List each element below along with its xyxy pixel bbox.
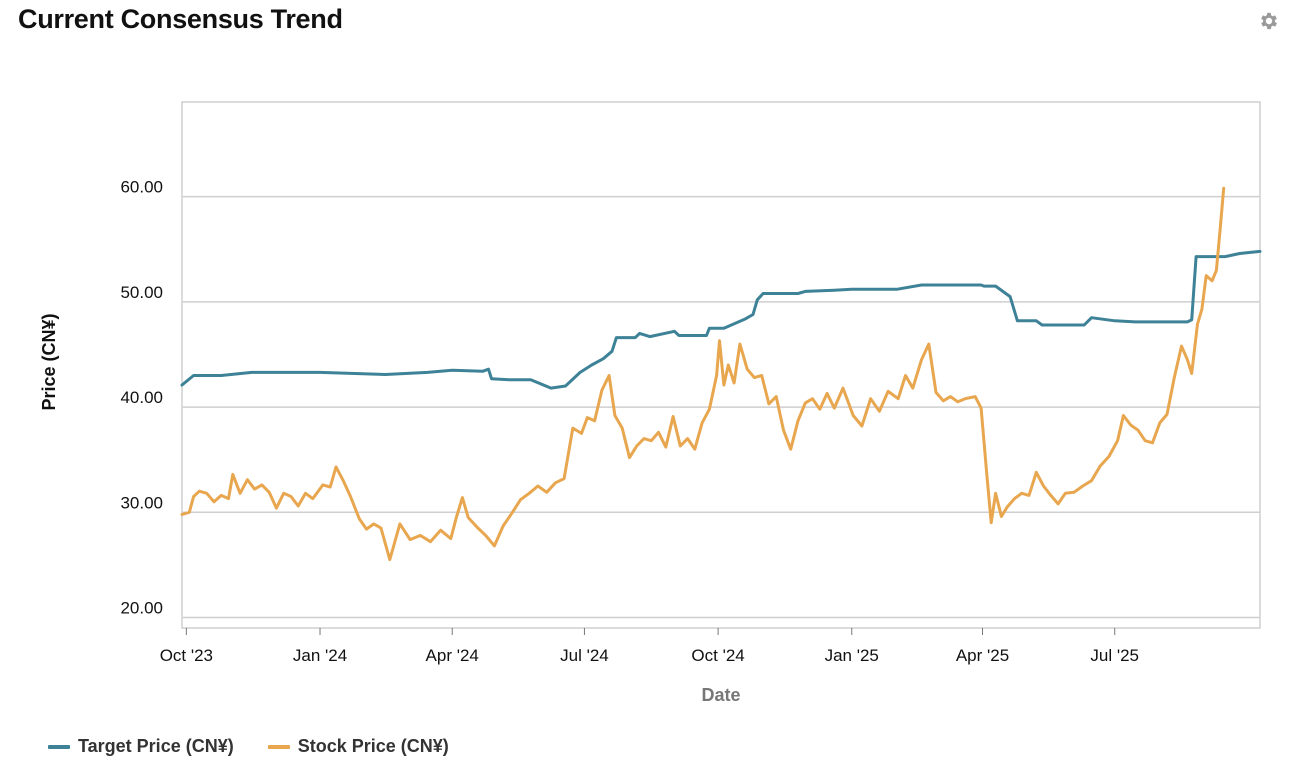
y-axis-title: Price (CN¥)	[39, 313, 59, 410]
x-tick-label: Oct '23	[160, 646, 213, 665]
x-tick-label: Oct '24	[691, 646, 744, 665]
x-axis-ticks: Oct '23 Jan '24 Apr '24 Jul '24 Oct '24 Jan '…	[160, 628, 1139, 665]
y-tick-label: 50.00	[120, 283, 163, 302]
y-axis-ticks: 20.00 30.00 40.00 50.00 60.00	[120, 178, 163, 618]
series-lines	[180, 186, 1262, 562]
x-tick-label: Jul '24	[560, 646, 609, 665]
x-tick-label: Apr '24	[426, 646, 479, 665]
legend-swatch-target	[48, 744, 70, 749]
gear-icon[interactable]	[1258, 10, 1280, 32]
chart-legend: Target Price (CN¥) Stock Price (CN¥)	[48, 736, 449, 757]
grid-lines	[182, 195, 1260, 619]
series-line-target-price	[180, 249, 1262, 390]
y-tick-label: 20.00	[120, 598, 163, 617]
x-tick-label: Jul '25	[1090, 646, 1139, 665]
page-title: Current Consensus Trend	[18, 4, 343, 34]
legend-label-stock: Stock Price (CN¥)	[297, 736, 449, 756]
x-tick-label: Jan '24	[293, 646, 347, 665]
series-line-stock-price	[180, 186, 1226, 562]
y-tick-label: 60.00	[120, 178, 163, 197]
legend-swatch-stock	[267, 744, 290, 749]
legend-item-stock-price[interactable]: Stock Price (CN¥)	[267, 736, 449, 757]
y-tick-label: 30.00	[120, 493, 163, 512]
x-tick-label: Apr '25	[956, 646, 1009, 665]
legend-label-target: Target Price (CN¥)	[78, 736, 234, 756]
x-tick-label: Jan '25	[825, 646, 879, 665]
x-axis-title: Date	[701, 685, 740, 705]
legend-item-target-price[interactable]: Target Price (CN¥)	[48, 736, 234, 757]
y-tick-label: 40.00	[120, 388, 163, 407]
chart: 20.00 30.00 40.00 50.00 60.00 Oct '23 Jan '24…	[39, 101, 1262, 705]
plot-frame	[181, 101, 1261, 629]
